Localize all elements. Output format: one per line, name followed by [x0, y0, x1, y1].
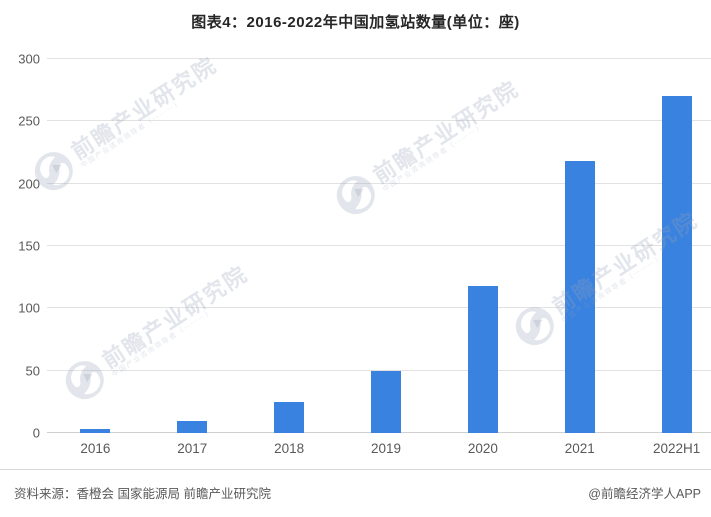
bar-2020 [467, 285, 498, 433]
y-tick-300: 300 [18, 51, 40, 67]
source-note: 资料来源：香橙会 国家能源局 前瞻产业研究院 [14, 487, 271, 501]
bar-2022H1 [661, 96, 692, 433]
bar-2016 [80, 429, 111, 433]
bar-slot-2018 [241, 59, 338, 433]
y-tick-150: 150 [18, 238, 40, 254]
credit-note: @前瞻经济学人APP [588, 487, 701, 501]
footer-divider [0, 469, 711, 470]
gridline-300 [47, 58, 711, 59]
bar-2021 [564, 161, 595, 433]
gridline-100 [47, 307, 711, 309]
bar-slot-2016 [47, 59, 144, 433]
x-axis-labels: 2016 2017 2018 2019 2020 2021 2022H1 [47, 441, 711, 456]
bar-slot-2017 [144, 59, 241, 433]
bar-slot-2019 [338, 59, 435, 433]
y-tick-100: 100 [18, 300, 40, 316]
gridline-50 [47, 369, 711, 371]
gridline-150 [47, 245, 711, 246]
gridline-200 [47, 182, 711, 184]
x-tick-2016: 2016 [80, 441, 111, 456]
bar-2018 [274, 401, 305, 433]
y-tick-50: 50 [25, 363, 40, 379]
chart-title: 图表4：2016-2022年中国加氢站数量(单位：座) [191, 14, 520, 31]
y-tick-200: 200 [18, 176, 40, 192]
x-tick-2017: 2017 [177, 441, 208, 456]
x-tick-2019: 2019 [370, 441, 402, 456]
bar-slot-2021 [531, 59, 628, 433]
x-tick-2020: 2020 [467, 441, 498, 456]
x-tick-2022H1: 2022H1 [652, 441, 701, 456]
bar-2017 [177, 420, 208, 433]
x-tick-2018: 2018 [274, 441, 305, 456]
x-tick-2021: 2021 [564, 441, 595, 456]
gridline-250 [47, 120, 711, 122]
plot-area [47, 58, 711, 433]
y-axis-labels: 0 50 100 150 200 250 300 [0, 52, 40, 441]
bar-series [47, 59, 711, 433]
bar-slot-2022H1 [628, 59, 711, 433]
bar-2019 [371, 370, 401, 433]
bar-slot-2020 [434, 59, 531, 433]
y-tick-250: 250 [18, 113, 40, 129]
y-tick-0: 0 [32, 425, 40, 441]
